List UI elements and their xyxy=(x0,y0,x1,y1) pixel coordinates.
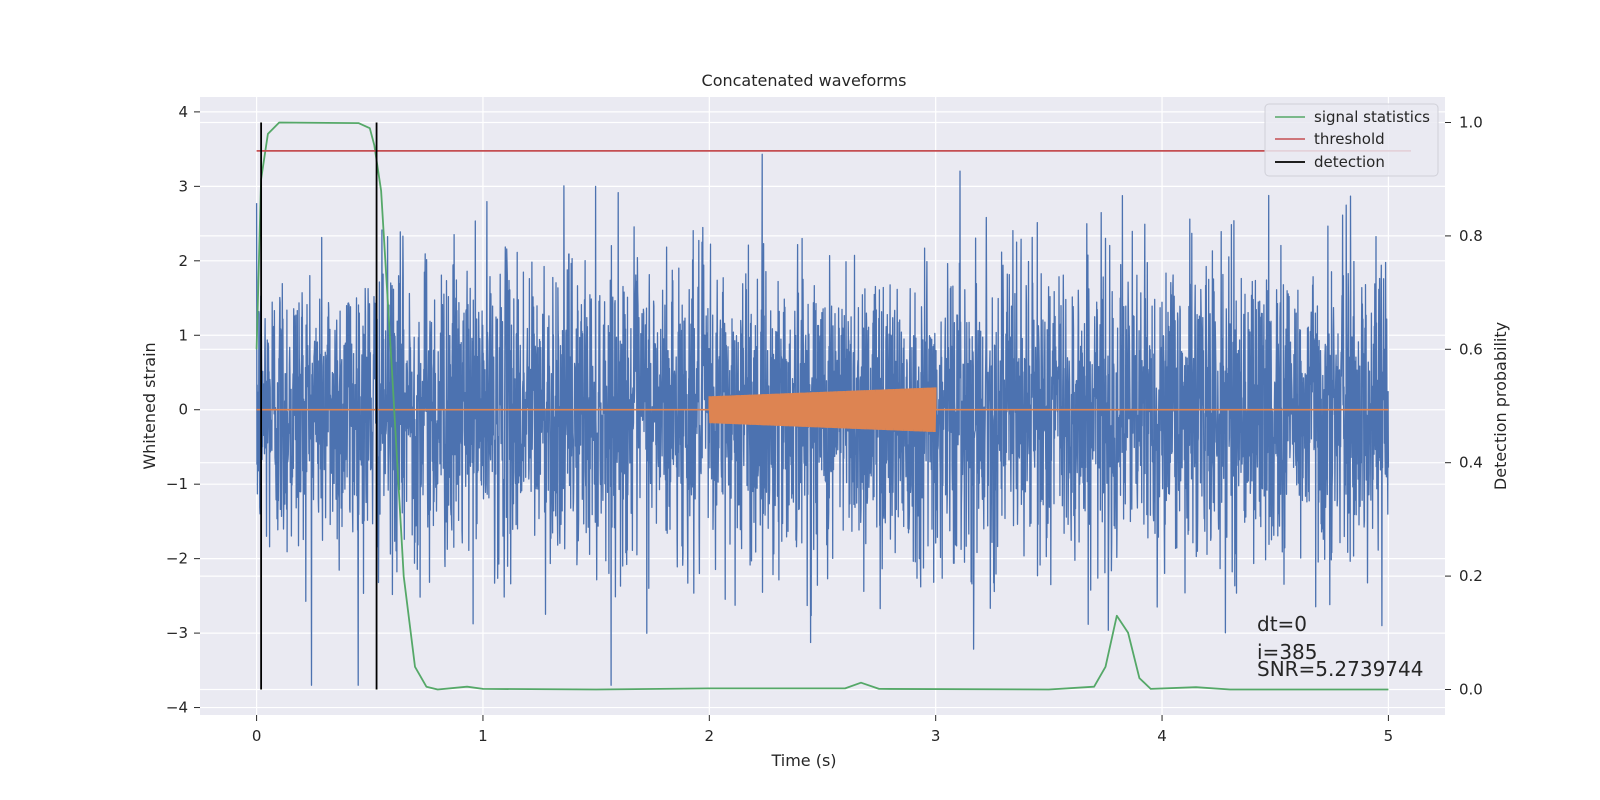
y-tick-label: 1 xyxy=(178,326,188,344)
y2-tick-label: 1.0 xyxy=(1459,114,1483,132)
annotation-snr: SNR=5.2739744 xyxy=(1257,657,1423,681)
legend-label-threshold: threshold xyxy=(1314,130,1385,148)
x-tick-label: 2 xyxy=(705,727,715,745)
legend-label-detection: detection xyxy=(1314,153,1385,171)
y-axis-label: Whitened strain xyxy=(140,342,159,469)
y-tick-label: −1 xyxy=(166,475,188,493)
axes: 0 1 2 3 4 5 −4 −3 −2 −1 0 1 2 3 4 0.0 0.2 0.4 0.6 0.8 1.0 xyxy=(166,103,1483,745)
annotation-dt: dt=0 xyxy=(1257,612,1307,636)
series-layer xyxy=(255,121,1411,691)
y2-axis-label: Detection probability xyxy=(1491,322,1510,490)
chart-title: Concatenated waveforms xyxy=(702,71,907,90)
x-tick-label: 5 xyxy=(1384,727,1394,745)
legend-label-signal-statistics: signal statistics xyxy=(1314,108,1430,126)
y2-tick-label: 0.6 xyxy=(1459,340,1483,358)
x-tick-label: 0 xyxy=(252,727,262,745)
y-tick-label: −3 xyxy=(166,624,188,642)
y2-tick-label: 0.2 xyxy=(1459,567,1483,585)
y-tick-label: −4 xyxy=(166,699,188,717)
y-tick-label: 0 xyxy=(178,401,188,419)
legend-box xyxy=(1264,103,1439,177)
y2-tick-label: 0.0 xyxy=(1459,680,1483,698)
y-tick-label: 4 xyxy=(178,103,188,121)
x-tick-label: 3 xyxy=(931,727,941,745)
y2-tick-label: 0.4 xyxy=(1459,454,1483,472)
x-tick-label: 4 xyxy=(1157,727,1167,745)
y-tick-label: 3 xyxy=(178,177,188,195)
series-signal-statistics xyxy=(255,121,1389,691)
y2-tick-label: 0.8 xyxy=(1459,227,1483,245)
series-whitened-strain xyxy=(255,153,1390,686)
series-template-waveform xyxy=(256,387,1389,433)
x-axis-label: Time (s) xyxy=(770,751,836,770)
x-tick-label: 1 xyxy=(478,727,488,745)
y-tick-label: −2 xyxy=(166,550,188,568)
annotation-index: i=385 xyxy=(1257,640,1318,664)
y-tick-label: 2 xyxy=(178,252,188,270)
legend: signal statistics threshold detection xyxy=(1264,103,1439,177)
